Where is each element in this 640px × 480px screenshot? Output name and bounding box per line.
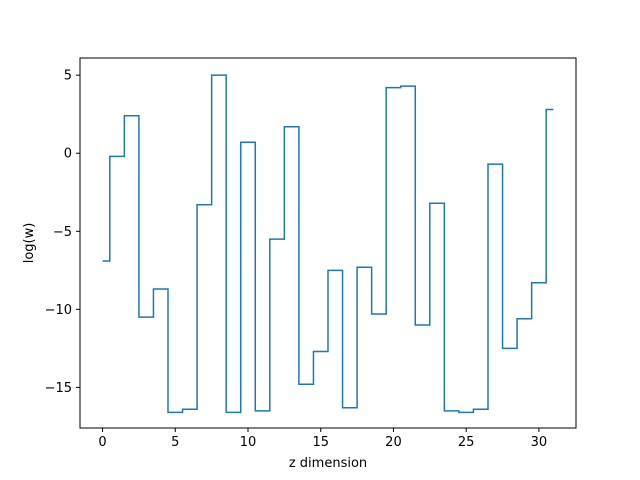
y-tick-label: 5 xyxy=(64,69,72,84)
y-axis: −15 −10 −5 0 5 xyxy=(45,69,80,396)
series-line-0 xyxy=(102,74,554,414)
x-tick-label: 0 xyxy=(98,435,106,450)
x-tick-label: 25 xyxy=(458,435,475,450)
x-tick-label: 5 xyxy=(171,435,179,450)
y-axis-label: log(w) xyxy=(22,223,37,264)
plot-frame xyxy=(79,57,577,429)
y-tick-label: −5 xyxy=(53,225,72,240)
x-tick-label: 20 xyxy=(385,435,402,450)
x-axis: 0 5 10 15 20 25 30 xyxy=(98,428,547,450)
x-tick-label: 15 xyxy=(312,435,329,450)
y-tick-label: −15 xyxy=(45,381,72,396)
x-tick-label: 30 xyxy=(531,435,548,450)
y-tick-label: −10 xyxy=(45,303,72,318)
y-tick-label: 0 xyxy=(64,147,72,162)
x-tick-label: 10 xyxy=(240,435,257,450)
x-axis-label: z dimension xyxy=(289,456,367,471)
series-layer xyxy=(102,74,554,414)
